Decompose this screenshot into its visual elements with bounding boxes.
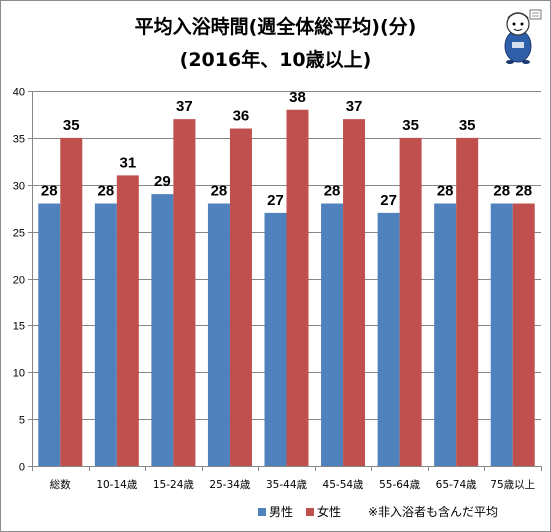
x-tick-label: 25-34歳 xyxy=(209,479,251,491)
legend-label-female: 女性 xyxy=(317,505,342,519)
data-label-male: 27 xyxy=(380,192,397,209)
bar-female xyxy=(60,137,83,466)
bar-female xyxy=(512,203,535,466)
x-tick-label: 35-44歳 xyxy=(266,479,308,491)
data-label-female: 38 xyxy=(289,89,306,106)
bar-male xyxy=(321,203,344,466)
y-tick-label: 30 xyxy=(13,181,25,193)
labels: 28 35 総数 28 31 10-14歳 29 37 15-24歳 28 36 25-34歳 27 38… xyxy=(41,89,535,491)
bar-female xyxy=(343,119,366,466)
y-tick-label: 40 xyxy=(13,87,25,99)
data-label-male: 28 xyxy=(97,183,114,200)
legend-item-female: 女性 xyxy=(306,503,341,520)
data-label-female: 28 xyxy=(515,183,532,200)
chart-subtitle: (2016年、10歳以上) xyxy=(179,49,372,71)
x-tick-label: 総数 xyxy=(50,478,71,491)
bar-male xyxy=(38,203,61,466)
x-tick-label: 65-74歳 xyxy=(436,479,478,491)
bar-male xyxy=(490,203,513,466)
y-tick-label: 25 xyxy=(13,228,25,240)
data-label-male: 28 xyxy=(41,183,58,200)
data-label-female: 36 xyxy=(233,108,250,125)
bar-male xyxy=(151,194,174,466)
x-tick-label: 55-64歳 xyxy=(379,479,421,491)
legend-swatch-female xyxy=(306,508,314,516)
data-label-male: 28 xyxy=(437,183,454,200)
data-label-male: 28 xyxy=(324,183,341,200)
bar-female xyxy=(173,119,196,466)
y-tick-label: 5 xyxy=(19,415,25,427)
y-tick-label: 20 xyxy=(13,275,25,287)
bar-female xyxy=(229,128,252,466)
data-label-female: 37 xyxy=(346,98,363,115)
data-label-female: 35 xyxy=(63,117,80,134)
x-tick-label: 15-24歳 xyxy=(153,479,195,491)
data-label-female: 35 xyxy=(402,117,419,134)
bars xyxy=(38,109,535,466)
legend-swatch-male xyxy=(258,508,266,516)
x-tick-label: 10-14歳 xyxy=(96,479,138,491)
bar-male xyxy=(377,212,400,466)
data-label-female: 31 xyxy=(119,154,136,171)
bar-male xyxy=(434,203,457,466)
data-label-male: 28 xyxy=(493,183,510,200)
bar-female xyxy=(399,137,422,466)
data-label-female: 35 xyxy=(459,117,476,134)
bar-male xyxy=(207,203,230,466)
legend-label-male: 男性 xyxy=(269,505,294,519)
y-tick-label: 35 xyxy=(13,134,25,146)
mascot-icon xyxy=(504,9,542,64)
y-tick-label: 10 xyxy=(13,368,25,380)
bar-female xyxy=(116,175,139,466)
bar-female xyxy=(286,109,309,466)
chart-note: ※非入浴者も含んだ平均 xyxy=(368,505,499,519)
data-label-male: 29 xyxy=(154,173,171,190)
bar-male xyxy=(264,212,287,466)
data-label-male: 28 xyxy=(211,183,228,200)
data-label-female: 37 xyxy=(176,98,193,115)
legend-item-male: 男性 xyxy=(258,503,293,520)
bar-male xyxy=(94,203,117,466)
y-tick-label: 15 xyxy=(13,321,25,333)
bar-female xyxy=(456,137,479,466)
chart-title: 平均入浴時間(週全体総平均)(分) xyxy=(134,16,417,38)
axes: 0 5 10 15 20 25 30 35 40 xyxy=(13,87,542,474)
x-tick-label: 75歳以上 xyxy=(490,479,535,491)
data-label-male: 27 xyxy=(267,192,284,209)
x-tick-label: 45-54歳 xyxy=(323,479,365,491)
y-tick-label: 0 xyxy=(19,462,25,474)
